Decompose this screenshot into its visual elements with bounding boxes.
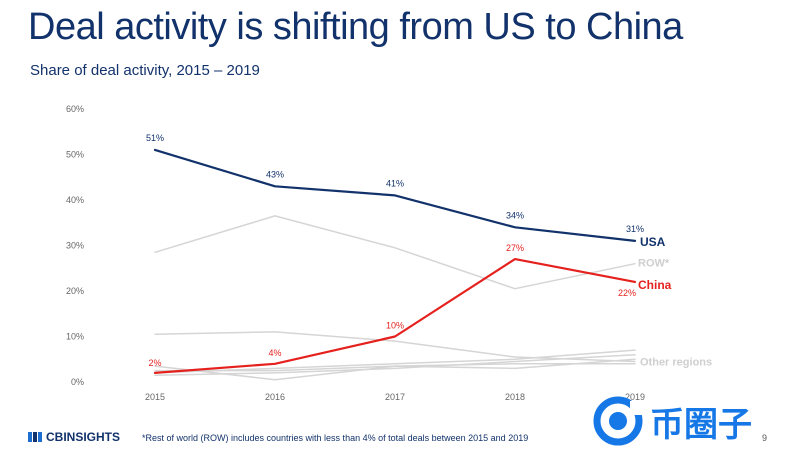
x-tick-label: 2016 xyxy=(265,392,285,402)
usa-series-label: USA xyxy=(640,235,666,249)
watermark-text: 币圈子 xyxy=(650,404,752,445)
series-line-usa xyxy=(153,148,637,242)
other-regions-series-label: Other regions xyxy=(640,357,712,369)
brand-mark-icon xyxy=(28,432,42,442)
china-series-label: China xyxy=(638,278,672,292)
series-line-other-regions-3 xyxy=(154,349,636,374)
china-data-label: 22% xyxy=(618,288,636,298)
y-tick-label: 20% xyxy=(66,286,84,296)
usa-data-label: 51% xyxy=(146,133,164,143)
y-tick-label: 60% xyxy=(66,104,84,114)
series-line-other-regions-5 xyxy=(154,363,636,372)
y-tick-label: 10% xyxy=(66,332,84,342)
page-number: 9 xyxy=(762,433,768,443)
watermark: 币圈子 xyxy=(592,395,752,447)
china-data-label: 27% xyxy=(506,243,524,253)
usa-data-label: 41% xyxy=(386,178,404,188)
series-line-row- xyxy=(154,215,636,290)
x-tick-label: 2017 xyxy=(385,392,405,402)
china-data-label: 10% xyxy=(386,321,404,331)
china-data-label: 2% xyxy=(148,358,161,368)
y-tick-label: 50% xyxy=(66,150,84,160)
row-series-label: ROW* xyxy=(638,258,670,270)
page-title: Deal activity is shifting from US to Chi… xyxy=(28,6,683,48)
series-line-china xyxy=(153,258,637,374)
y-tick-label: 30% xyxy=(66,241,84,251)
y-tick-label: 40% xyxy=(66,195,84,205)
usa-data-label: 34% xyxy=(506,210,524,220)
china-data-label: 4% xyxy=(268,348,281,358)
usa-data-label: 31% xyxy=(626,224,644,234)
brand-name: CBINSIGHTS xyxy=(46,430,121,444)
watermark-logo-icon xyxy=(593,396,643,446)
footnote: *Rest of world (ROW) includes countries … xyxy=(142,433,529,443)
x-tick-label: 2018 xyxy=(505,392,525,402)
brand-logo: CBINSIGHTS xyxy=(28,430,120,444)
y-tick-label: 0% xyxy=(71,377,84,387)
chart-subtitle: Share of deal activity, 2015 – 2019 xyxy=(30,62,260,79)
series-line-other-regions-4 xyxy=(154,353,636,376)
x-tick-label: 2015 xyxy=(145,392,165,402)
usa-data-label: 43% xyxy=(266,169,284,179)
x-tick-label: 2019 xyxy=(625,392,645,402)
